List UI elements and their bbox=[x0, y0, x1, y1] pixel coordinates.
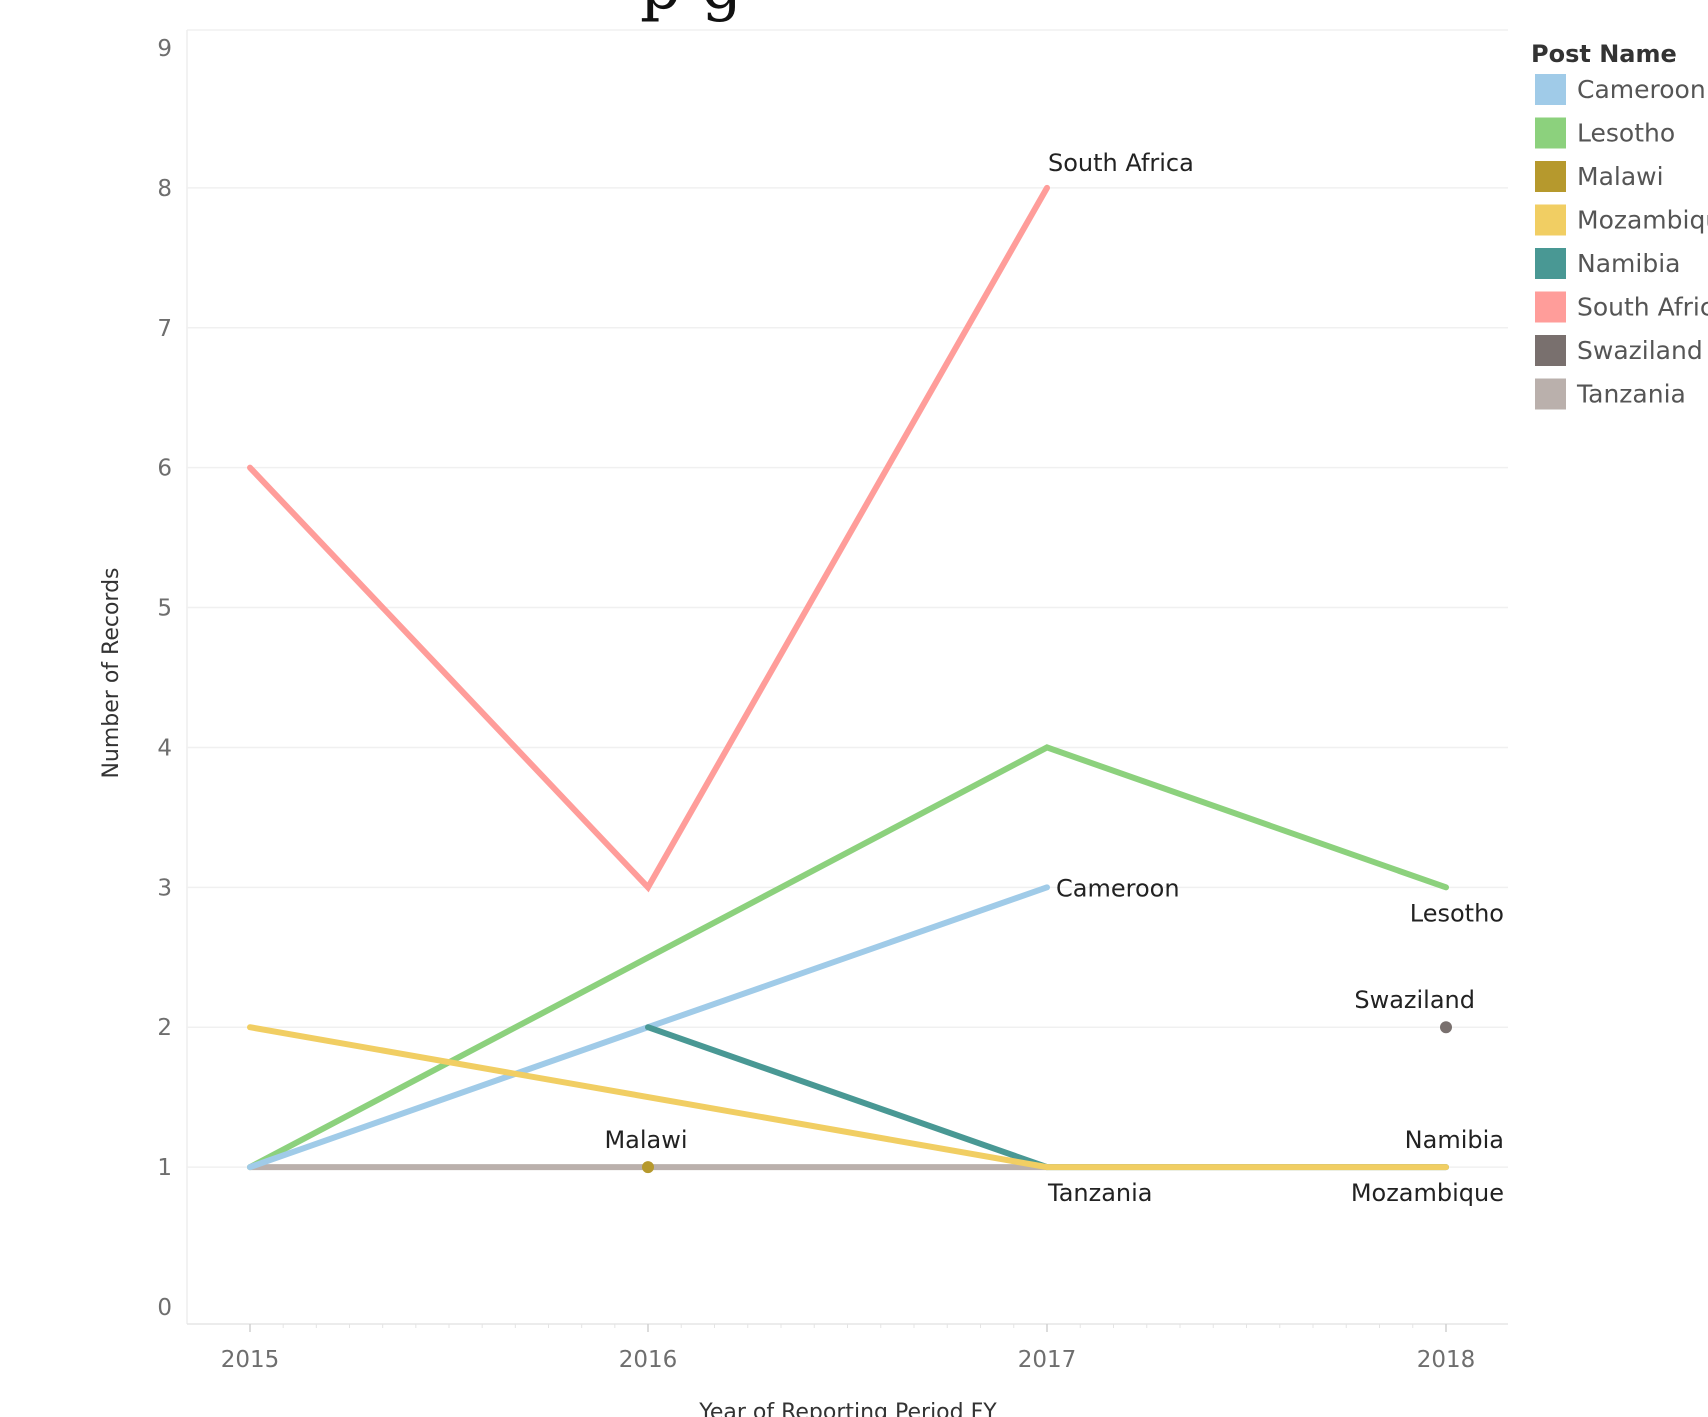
series-line-south-africa bbox=[247, 184, 1050, 893]
y-tick-label: 9 bbox=[157, 36, 172, 62]
legend: Post Name Cameroon Lesotho Malawi Mozambiqu… bbox=[1531, 40, 1708, 410]
data-label-tanzania: Tanzania bbox=[1047, 1179, 1153, 1207]
legend-item-label: Malawi bbox=[1577, 162, 1664, 191]
series-lines bbox=[247, 184, 1452, 1174]
series-line-namibia bbox=[645, 1024, 1449, 1171]
legend-swatch bbox=[1535, 248, 1566, 279]
legend-swatch bbox=[1535, 291, 1566, 323]
legend-title: Post Name bbox=[1531, 40, 1677, 68]
data-label-namibia: Namibia bbox=[1405, 1126, 1504, 1154]
legend-item-label: Cameroon bbox=[1577, 75, 1706, 104]
series-point-malawi bbox=[642, 1161, 654, 1174]
legend-swatch bbox=[1535, 117, 1566, 149]
legend-swatch bbox=[1535, 204, 1566, 236]
y-tick-label: 4 bbox=[157, 735, 172, 761]
series-line-lesotho bbox=[247, 744, 1449, 1171]
legend-item-label: Swaziland bbox=[1577, 336, 1703, 365]
data-label-mozambique: Mozambique bbox=[1351, 1179, 1504, 1207]
x-axis-ticks: 2015 2016 2017 2018 bbox=[221, 1324, 1476, 1373]
legend-item-label: Lesotho bbox=[1577, 119, 1675, 148]
x-axis-title: Year of Reporting Period FY bbox=[698, 1400, 997, 1417]
y-tick-label: 2 bbox=[157, 1015, 172, 1041]
data-label-swaziland: Swaziland bbox=[1354, 986, 1475, 1014]
data-label-malawi: Malawi bbox=[604, 1126, 687, 1154]
y-tick-label: 3 bbox=[157, 875, 172, 901]
series-point-swaziland bbox=[1440, 1021, 1452, 1034]
y-tick-label: 5 bbox=[157, 596, 172, 622]
y-tick-label: 6 bbox=[157, 456, 172, 482]
legend-swatch bbox=[1535, 161, 1566, 192]
data-label-south-africa: South Africa bbox=[1048, 149, 1194, 177]
y-tick-label: 8 bbox=[157, 176, 172, 202]
series-line-mozambique bbox=[247, 1024, 1449, 1171]
x-tick-label: 2015 bbox=[221, 1347, 280, 1373]
chart-title-fragment: p g bbox=[640, 0, 742, 24]
legend-swatch bbox=[1535, 74, 1566, 105]
data-label-lesotho: Lesotho bbox=[1410, 899, 1504, 927]
legend-swatch bbox=[1535, 378, 1566, 410]
legend-item-label: Tanzania bbox=[1576, 380, 1686, 409]
x-tick-label: 2016 bbox=[619, 1347, 678, 1373]
y-tick-label: 7 bbox=[157, 316, 172, 342]
y-tick-label: 1 bbox=[157, 1155, 172, 1181]
legend-item-label: Namibia bbox=[1577, 249, 1680, 278]
legend-swatch bbox=[1535, 335, 1566, 366]
x-tick-label: 2017 bbox=[1018, 1347, 1077, 1373]
legend-item-label: South Africa bbox=[1577, 293, 1708, 322]
x-tick-label: 2018 bbox=[1417, 1347, 1476, 1373]
y-axis-ticks: 0 1 2 3 4 5 6 7 8 9 bbox=[157, 36, 172, 1321]
data-labels: Cameroon Lesotho Malawi Mozambique Namibia So… bbox=[604, 149, 1504, 1207]
y-tick-label: 0 bbox=[157, 1295, 172, 1321]
y-axis-title: Number of Records bbox=[99, 567, 124, 778]
legend-item-label: Mozambique bbox=[1577, 206, 1708, 235]
data-label-cameroon: Cameroon bbox=[1056, 874, 1180, 902]
gridlines bbox=[186, 29, 1508, 1325]
